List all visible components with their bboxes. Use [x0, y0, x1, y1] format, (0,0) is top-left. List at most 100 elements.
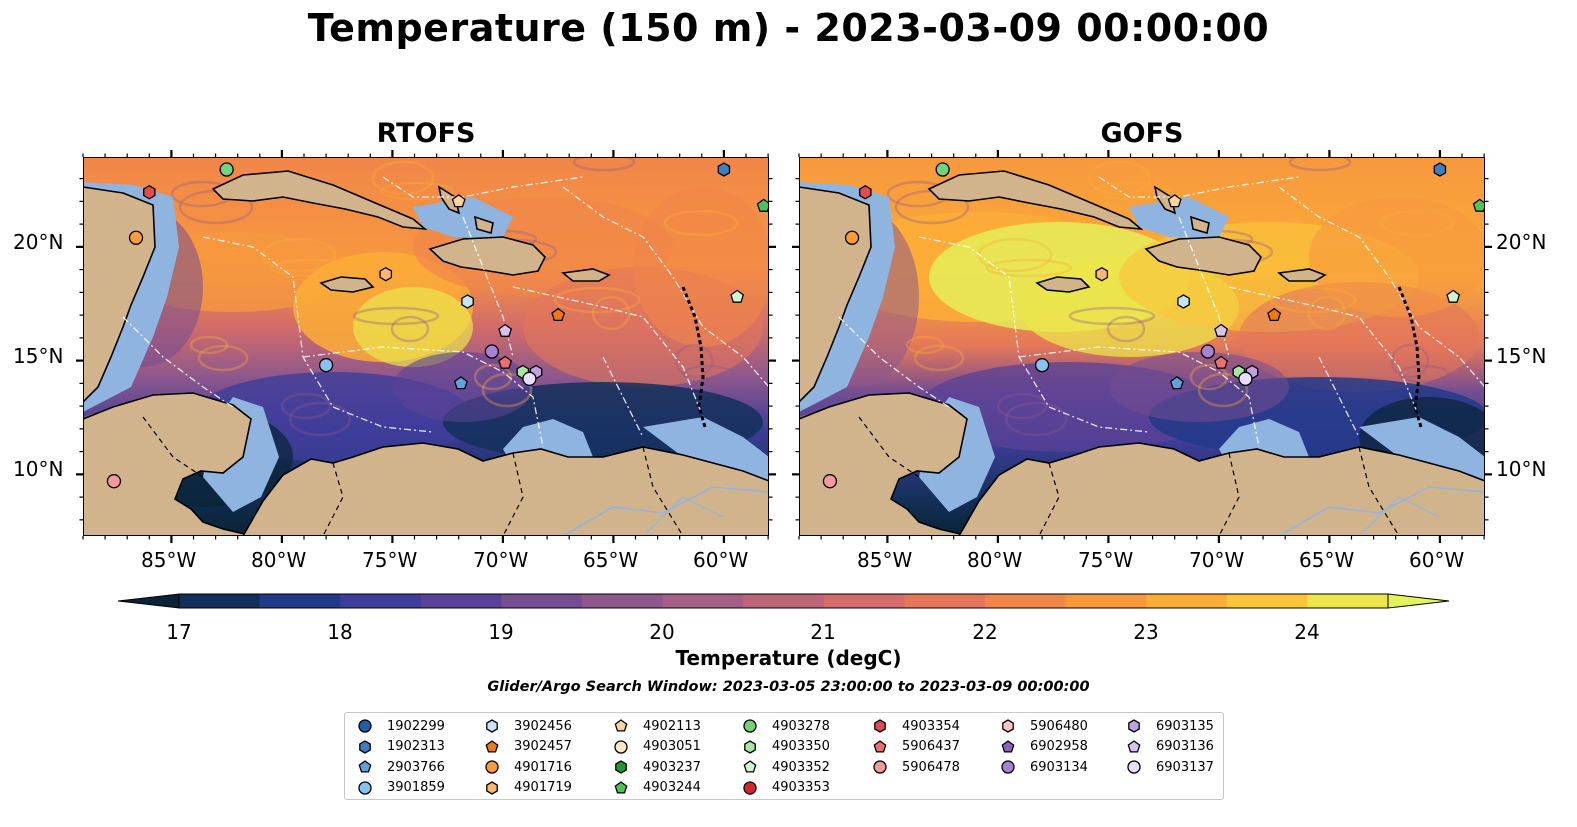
- legend-label: 4903354: [902, 718, 960, 734]
- legend-marker-icon: [743, 780, 757, 795]
- legend-item: 4903051: [613, 737, 701, 757]
- colorbar-tick: 23: [1133, 620, 1159, 644]
- float-marker-3902457: [1267, 307, 1282, 322]
- legend-label: 3902457: [514, 739, 572, 754]
- legend-item: 4901719: [484, 778, 572, 798]
- legend-label: 4903353: [772, 780, 830, 795]
- float-marker-4903278: [935, 162, 950, 177]
- panel-title-rtofs: RTOFS: [376, 118, 476, 149]
- legend-marker-icon: [485, 760, 499, 774]
- legend-marker-icon: [358, 780, 372, 795]
- legend-label: 6903135: [1156, 718, 1214, 734]
- lon-tick-label: 85°W: [857, 548, 913, 572]
- legend-item: 5906437: [872, 737, 960, 757]
- float-marker-6903134: [484, 344, 500, 359]
- float-marker-4903354: [143, 185, 156, 200]
- float-marker-2903766: [453, 376, 468, 390]
- float-marker-4902113: [1167, 194, 1182, 208]
- legend-marker-icon: [358, 760, 372, 773]
- legend-item: 4903244: [613, 778, 701, 798]
- legend-label: 4901719: [514, 780, 572, 795]
- legend-item: 4903278: [742, 716, 830, 736]
- lat-tick-label: 15°N: [1496, 344, 1547, 368]
- legend-label: 6902958: [1030, 739, 1088, 754]
- float-marker-3901859: [1034, 358, 1050, 373]
- legend-marker-icon: [873, 760, 887, 774]
- map-panel-rtofs: [83, 157, 769, 536]
- lon-tick-label: 75°W: [1078, 548, 1134, 572]
- float-marker-6903134: [1200, 344, 1216, 359]
- search-window-caption: Glider/Argo Search Window: 2023-03-05 23…: [487, 679, 1090, 695]
- legend-label: 4902113: [643, 718, 701, 734]
- legend-marker-icon: [1002, 719, 1014, 733]
- float-marker-4903278: [219, 162, 234, 177]
- float-marker-4901719: [379, 266, 393, 282]
- legend-marker-icon: [1001, 739, 1015, 753]
- map-panel-gofs: [799, 157, 1485, 536]
- legend-item: 6903134: [1000, 757, 1088, 777]
- lon-tick-label: 85°W: [141, 548, 197, 572]
- lon-tick-label: 80°W: [967, 548, 1023, 572]
- legend-item: 3902456: [484, 716, 572, 736]
- legend-item: 4903354: [872, 716, 960, 736]
- lat-tick-label: 10°N: [13, 457, 64, 481]
- legend-marker-icon: [614, 780, 628, 794]
- float-marker-4903354: [859, 185, 872, 200]
- legend-label: 4903278: [772, 718, 830, 734]
- colorbar-tick: 22: [972, 620, 998, 644]
- float-marker-4902113: [451, 194, 466, 208]
- float-marker-3902457: [551, 307, 566, 322]
- colorbar-label: Temperature (degC): [675, 646, 902, 670]
- legend-item: 5906480: [1000, 716, 1088, 736]
- lon-tick-label: 65°W: [583, 548, 639, 572]
- float-marker-6903136: [498, 323, 513, 337]
- legend-marker-icon: [615, 760, 627, 774]
- float-marker-1902313: [717, 162, 731, 177]
- legend-marker-icon: [486, 780, 498, 795]
- colorbar: [117, 593, 1450, 609]
- legend-label: 2903766: [387, 759, 445, 775]
- float-marker-2903766: [1169, 376, 1184, 390]
- legend-label: 6903134: [1030, 759, 1088, 775]
- float-marker-1902313: [1433, 162, 1447, 177]
- panel-title-gofs: GOFS: [1100, 118, 1184, 149]
- legend-item: 6902958: [1000, 737, 1088, 757]
- float-marker-6903137: [522, 371, 537, 386]
- float-marker-6903137: [1238, 371, 1253, 386]
- lon-tick-label: 75°W: [362, 548, 418, 572]
- colorbar-tick: 18: [327, 620, 353, 644]
- legend-label: 5906478: [902, 759, 960, 775]
- lon-tick-label: 70°W: [473, 548, 529, 572]
- lon-tick-label: 60°W: [693, 548, 749, 572]
- legend-label: 1902299: [387, 718, 445, 734]
- colorbar-tick: 21: [810, 620, 836, 644]
- colorbar-tick: 19: [488, 620, 514, 644]
- colorbar-tick: 20: [649, 620, 675, 644]
- legend-marker-icon: [614, 739, 628, 754]
- legend-marker-icon: [743, 719, 757, 733]
- figure-title: Temperature (150 m) - 2023-03-09 00:00:0…: [307, 6, 1270, 50]
- legend-marker-icon: [1127, 760, 1141, 774]
- legend-label: 6903137: [1156, 759, 1214, 775]
- legend-item: 5906478: [872, 757, 960, 777]
- float-marker-3901859: [318, 358, 334, 373]
- colorbar-tick: 17: [166, 620, 192, 644]
- legend-item: 4902113: [613, 716, 701, 736]
- legend-label: 3902456: [514, 718, 572, 734]
- legend-label: 6903136: [1156, 739, 1214, 754]
- legend-marker-icon: [486, 719, 498, 733]
- legend-marker-icon: [1127, 739, 1141, 753]
- legend-item: 4903237: [613, 757, 701, 777]
- legend-item: 2903766: [357, 757, 445, 777]
- legend-item: 3901859: [357, 778, 445, 798]
- lon-tick-label: 80°W: [251, 548, 307, 572]
- float-marker-4901719: [1095, 266, 1109, 282]
- float-marker-5906437: [1214, 355, 1229, 369]
- legend-marker-icon: [873, 739, 887, 753]
- lat-tick-label: 20°N: [1496, 230, 1547, 254]
- legend-item: 6903135: [1126, 716, 1214, 736]
- lat-tick-label: 15°N: [13, 344, 64, 368]
- legend-marker-icon: [743, 760, 757, 773]
- legend-marker-icon: [1128, 719, 1140, 733]
- legend-marker-icon: [744, 739, 756, 754]
